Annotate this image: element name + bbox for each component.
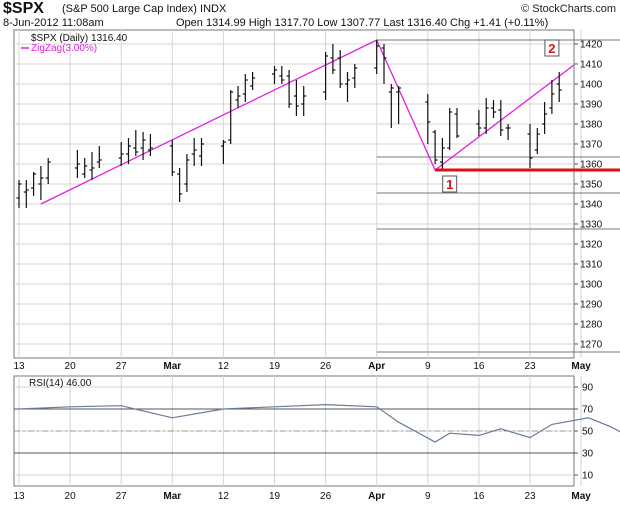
legend: $SPX (Daily) 1316.40 ZigZag(3.00%) RSI(1…: [21, 33, 128, 389]
price-tick-label: 1380: [580, 120, 603, 131]
legend-zigzag: ZigZag(3.00%): [31, 43, 97, 54]
chart-title: $SPX: [3, 0, 44, 17]
price-panel: [13, 29, 575, 359]
price-x-label: 26: [320, 361, 332, 372]
price-tick-label: 1300: [580, 280, 603, 291]
wave-labels: 21435abcII or BI or A: [442, 39, 560, 193]
zigzag-overlay: [40, 39, 574, 205]
rsi-tick-label: 10: [582, 471, 594, 482]
price-y-axis: 1270 1280 1290 1300 1310 1320 1330 1340 1350 1360…: [574, 40, 603, 351]
rsi-x-label: 27: [116, 491, 128, 502]
legend-rsi: RSI(14) 46.00: [29, 378, 92, 389]
chart-subtitle: (S&P 500 Large Cap Index) INDX: [62, 3, 226, 15]
rsi-x-label: 13: [13, 491, 25, 502]
price-tick-label: 1420: [580, 40, 603, 51]
price-tick-label: 1340: [580, 200, 603, 211]
price-tick-label: 1290: [580, 300, 603, 311]
ohlc-summary: Open 1314.99 High 1317.70 Low 1307.77 La…: [176, 17, 549, 29]
rsi-tick-label: 30: [582, 449, 594, 460]
price-tick-label: 1330: [580, 220, 603, 231]
rsi-x-label: 26: [320, 491, 332, 502]
price-tick-label: 1310: [580, 260, 603, 271]
price-x-label: Mar: [163, 361, 181, 372]
price-tick-label: 1320: [580, 240, 603, 251]
rsi-x-label: 23: [524, 491, 536, 502]
rsi-x-label: 16: [473, 491, 485, 502]
rsi-tick-label: 50: [582, 427, 594, 438]
watermark: © StockCharts.com: [521, 3, 616, 15]
price-x-label: 13: [13, 361, 25, 372]
price-tick-label: 1370: [580, 140, 603, 151]
wave-count-text: 1: [446, 177, 453, 192]
price-x-label: 9: [425, 361, 431, 372]
price-x-label: 16: [473, 361, 485, 372]
price-x-label: Apr: [368, 361, 385, 372]
price-x-label: May: [571, 361, 591, 372]
price-tick-label: 1410: [580, 60, 603, 71]
rsi-x-label: 19: [269, 491, 281, 502]
index-name: (S&P 500 Large Cap Index): [62, 3, 197, 15]
price-tick-label: 1270: [580, 340, 603, 351]
rsi-x-label: May: [571, 491, 591, 502]
rsi-tick-label: 70: [582, 405, 594, 416]
rsi-y-axis: 10 30 50 70 90: [574, 383, 594, 482]
rsi-x-label: 9: [425, 491, 431, 502]
price-x-label: 23: [524, 361, 536, 372]
wave-count-box: [442, 175, 458, 193]
wave-count-text: 2: [548, 41, 555, 56]
price-x-label: 27: [116, 361, 128, 372]
exchange: INDX: [200, 3, 227, 15]
timestamp: 8-Jun-2012 11:08am: [3, 17, 104, 29]
price-x-label: 20: [65, 361, 77, 372]
rsi-tick-label: 90: [582, 383, 594, 394]
fibonacci-lines: 100.0%61.8%50.0%38.2%0.0%: [376, 39, 620, 353]
rsi-x-label: Apr: [368, 491, 385, 502]
price-tick-label: 1400: [580, 80, 603, 91]
price-bars: [16, 40, 562, 208]
price-x-label: 12: [218, 361, 230, 372]
price-tick-label: 1360: [580, 160, 603, 171]
wave-count-box: [544, 39, 560, 57]
rsi-x-label: Mar: [163, 491, 181, 502]
rsi-line: [18, 403, 620, 443]
price-tick-label: 1350: [580, 180, 603, 191]
price-tick-label: 1280: [580, 320, 603, 331]
x-axis-labels: 13 13 20 20 27 27 Mar Mar 12 12 19 19 26 26 Apr Apr 9 9 16…: [13, 361, 591, 502]
rsi-x-label: 12: [218, 491, 230, 502]
rsi-x-label: 20: [65, 491, 77, 502]
legend-price: $SPX (Daily) 1316.40: [31, 33, 128, 44]
rsi-series: [14, 403, 620, 454]
price-tick-label: 1390: [580, 100, 603, 111]
price-x-label: 19: [269, 361, 281, 372]
zigzag-line: [40, 39, 574, 205]
